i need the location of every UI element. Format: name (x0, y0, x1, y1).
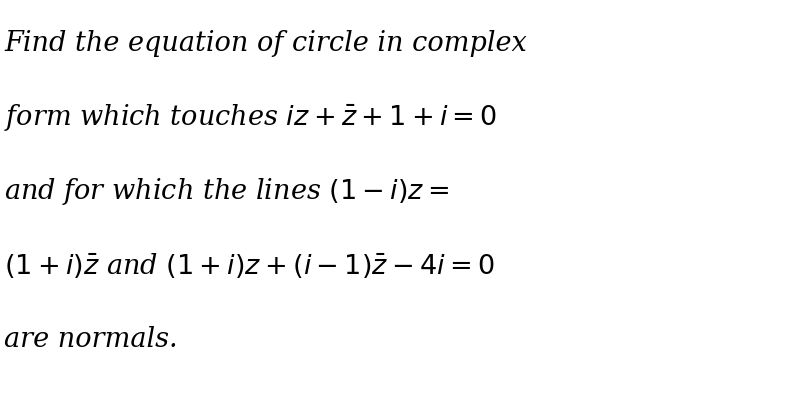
Text: are normals.: are normals. (4, 326, 178, 353)
Text: form which touches $iz + \bar{z} + 1 + i = 0$: form which touches $iz + \bar{z} + 1 + i… (4, 102, 498, 133)
Text: $(1 + i)\bar{z}$ and $(1 + i)z + (i - 1)\bar{z} - 4i = 0$: $(1 + i)\bar{z}$ and $(1 + i)z + (i - 1)… (4, 251, 494, 280)
Text: Find the equation of circle in complex: Find the equation of circle in complex (4, 31, 526, 57)
Text: and for which the lines $(1 - i)z =$: and for which the lines $(1 - i)z =$ (4, 176, 450, 207)
